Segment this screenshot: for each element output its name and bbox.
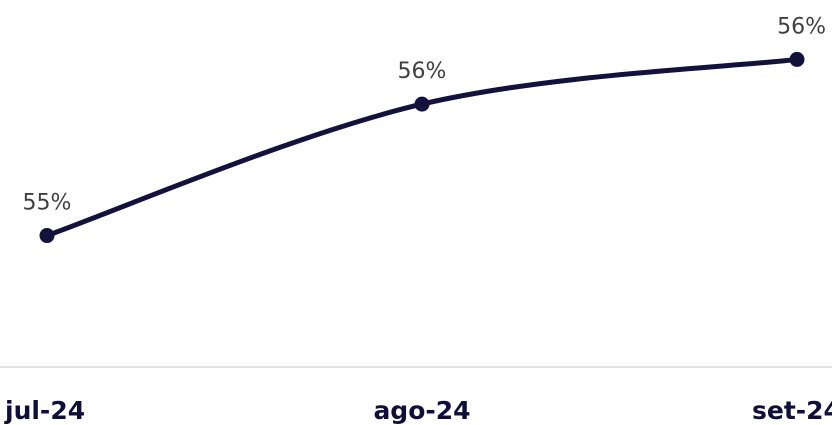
x-tick-label: jul-24 — [4, 396, 85, 425]
x-tick-label: ago-24 — [373, 396, 470, 425]
data-point — [414, 96, 430, 112]
data-label: 56% — [398, 59, 447, 84]
x-tick-label: set-24 — [752, 396, 832, 425]
data-label: 56% — [777, 14, 826, 39]
series-line — [44, 56, 800, 239]
data-point — [789, 51, 805, 67]
data-point — [39, 228, 55, 244]
data-label: 55% — [23, 191, 72, 216]
